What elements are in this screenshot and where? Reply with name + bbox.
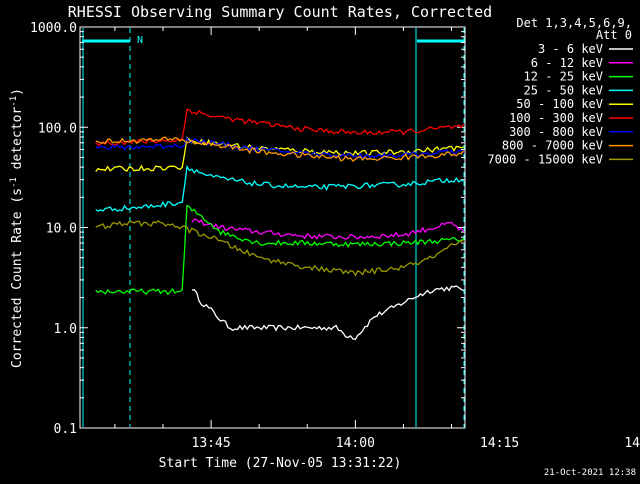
- series-line-7: [95, 136, 465, 159]
- series-line-5: [95, 136, 464, 173]
- y-tick-label: 10.0: [46, 222, 77, 237]
- axis-ticks: 0.1 1.0 10.0 100.0 1000.0 13:45 14:00 14:15 14:3…: [30, 21, 640, 451]
- legend-label: 25 - 50 keV: [524, 83, 603, 97]
- x-tick-label: 13:45: [192, 436, 231, 451]
- y-axis-label-end: ): [10, 88, 25, 96]
- series-line-4: [95, 164, 464, 212]
- y-tick-label: 0.1: [54, 422, 77, 437]
- timestamp: 21-Oct-2021 12:38: [544, 468, 636, 478]
- x-tick-label: 14:00: [336, 436, 375, 451]
- legend-label: 7000 - 15000 keV: [487, 152, 603, 166]
- chart-title: RHESSI Observing Summary Count Rates, Co…: [68, 3, 492, 21]
- legend-label: 300 - 800 keV: [509, 125, 603, 139]
- legend-label: 12 - 25 keV: [524, 70, 603, 84]
- series-line-9: [95, 220, 464, 277]
- series-line-2: [191, 218, 465, 240]
- legend-label: 800 - 7000 keV: [502, 139, 603, 153]
- y-axis-label: Corrected Count Rate (s-1 detector-1): [9, 88, 25, 368]
- y-axis-label-mid: detector: [10, 107, 25, 178]
- y-tick-label: 100.0: [38, 121, 77, 136]
- flag-label: N: [137, 35, 143, 46]
- legend-header-line2: Att 0: [596, 28, 632, 42]
- y-axis-label-main: Corrected Count Rate (s: [10, 188, 25, 368]
- plot-frame: [79, 26, 466, 429]
- series-line-1: [191, 285, 464, 340]
- x-tick-label: 14:30: [624, 436, 640, 451]
- y-axis-label-sup2: -1: [9, 96, 19, 107]
- flag-markers: [82, 28, 465, 427]
- series-line-3: [95, 204, 464, 296]
- legend-label: 3 - 6 keV: [538, 42, 603, 56]
- series-line-6: [95, 108, 465, 146]
- legend-header-line1: Det 1,3,4,5,6,9,: [516, 16, 632, 30]
- series-group: [95, 108, 465, 340]
- y-axis-label-sup1: -1: [9, 177, 19, 188]
- x-tick-label: 14:15: [480, 436, 519, 451]
- legend-label: 6 - 12 keV: [531, 56, 603, 70]
- x-axis-label: Start Time (27-Nov-05 13:31:22): [159, 456, 402, 471]
- series-line-8: [95, 136, 465, 163]
- legend-label: 50 - 100 keV: [516, 97, 603, 111]
- y-tick-label: 1.0: [54, 322, 77, 337]
- y-tick-label: 1000.0: [30, 21, 77, 36]
- legend-label: 100 - 300 keV: [509, 111, 603, 125]
